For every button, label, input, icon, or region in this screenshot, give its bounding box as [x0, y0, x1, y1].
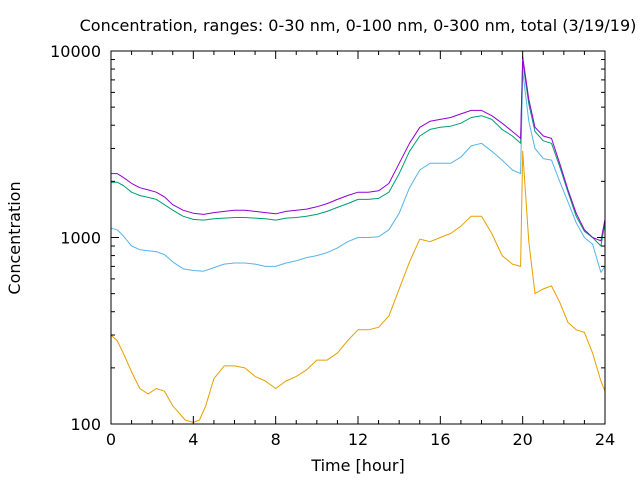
- y-tick-label: 100: [70, 415, 101, 434]
- series-line-series-0-100: [110, 70, 606, 273]
- series-layer: [110, 56, 606, 423]
- series-line-series-total: [111, 56, 606, 242]
- y-axis-title: Concentration: [5, 181, 24, 294]
- series-line-series-0-30: [110, 150, 606, 423]
- x-tick-label: 4: [188, 430, 198, 449]
- y-tick-label: 10000: [50, 42, 101, 61]
- series-line-series-0-300: [111, 60, 606, 247]
- x-tick-label: 8: [271, 430, 281, 449]
- x-tick-label: 20: [512, 430, 532, 449]
- y-tick-label: 1000: [60, 229, 101, 248]
- x-tick-label: 12: [348, 430, 368, 449]
- ticks-layer: 0 4 8 12 16 20 24 100 1000 10000: [50, 42, 615, 449]
- chart-title: Concentration, ranges: 0-30 nm, 0-100 nm…: [80, 16, 637, 35]
- x-tick-label: 0: [106, 430, 116, 449]
- x-tick-label: 24: [595, 430, 615, 449]
- x-tick-label: 16: [430, 430, 450, 449]
- x-axis-title: Time [hour]: [310, 456, 404, 475]
